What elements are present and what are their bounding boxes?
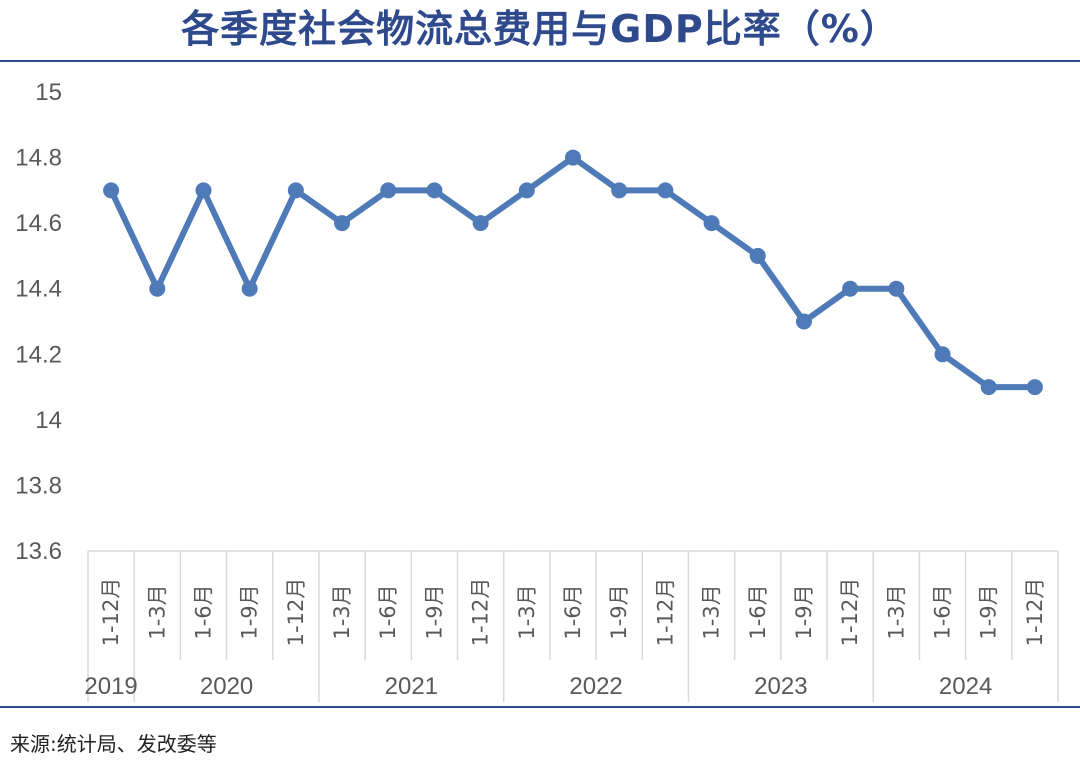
y-tick-label: 13.6 [15, 538, 62, 565]
data-point [980, 379, 997, 396]
x-tick-label: 1-12月 [284, 578, 308, 647]
data-point [472, 215, 489, 232]
data-point [195, 182, 212, 199]
x-tick-label: 1-12月 [469, 578, 493, 647]
data-point [380, 182, 397, 199]
data-point [934, 346, 951, 363]
title-divider [0, 60, 1080, 62]
x-tick-label: 1-3月 [515, 584, 539, 639]
year-group-label: 2022 [569, 673, 622, 700]
x-tick-label: 1-9月 [977, 584, 1001, 639]
data-point [888, 280, 905, 297]
data-point [795, 313, 812, 330]
x-tick-label: 1-6月 [561, 584, 585, 639]
x-tick-label: 1-12月 [1023, 578, 1047, 647]
y-tick-label: 14.4 [15, 276, 62, 303]
line-chart: 15 14.8 14.6 14.4 14.2 14 13.8 13.6 1-12月 1-3月 1-6… [15, 79, 1059, 702]
x-tick-label: 1-9月 [792, 584, 816, 639]
x-tick-label: 1-3月 [884, 584, 908, 639]
data-point [657, 182, 674, 199]
data-point [842, 280, 859, 297]
y-tick-label: 15 [35, 79, 62, 106]
chart-title: 各季度社会物流总费用与GDP比率（%） [181, 7, 899, 51]
data-point [103, 182, 120, 199]
data-point [149, 280, 166, 297]
data-point [565, 149, 581, 166]
y-tick-label: 14.6 [15, 210, 62, 237]
y-tick-label: 13.8 [15, 472, 62, 499]
x-tick-label: 1-12月 [653, 578, 677, 647]
bottom-divider [0, 706, 1080, 708]
year-group-label: 2019 [84, 673, 137, 700]
x-tick-label: 1-9月 [607, 584, 631, 639]
source-note: 来源:统计局、发改委等 [10, 732, 217, 756]
data-point [611, 182, 628, 199]
data-point [334, 215, 351, 232]
data-point [749, 247, 766, 264]
x-tick-label: 1-3月 [700, 584, 724, 639]
y-tick-label: 14 [35, 407, 62, 434]
year-group-label: 2021 [385, 673, 438, 700]
data-point [426, 182, 443, 199]
x-tick-label: 1-3月 [330, 584, 354, 639]
data-point [518, 182, 535, 199]
y-tick-label: 14.2 [15, 341, 62, 368]
data-point [287, 182, 304, 199]
data-point [241, 280, 258, 297]
year-group-label: 2024 [939, 673, 992, 700]
x-tick-label: 1-12月 [838, 578, 862, 647]
year-group-label: 2020 [200, 673, 253, 700]
x-tick-label: 1-9月 [422, 584, 446, 639]
data-point [1026, 379, 1043, 396]
y-tick-label: 14.8 [15, 145, 62, 172]
year-group-label: 2023 [754, 673, 807, 700]
x-tick-label: 1-12月 [99, 578, 123, 647]
x-tick-label: 1-6月 [191, 584, 215, 639]
x-tick-label: 1-6月 [376, 584, 400, 639]
data-point [703, 215, 720, 232]
series-line [108, 154, 1038, 391]
x-tick-label: 1-6月 [931, 584, 955, 639]
x-tick-label: 1-3月 [145, 584, 169, 639]
x-tick-label: 1-9月 [238, 584, 262, 639]
x-tick-label: 1-6月 [746, 584, 770, 639]
